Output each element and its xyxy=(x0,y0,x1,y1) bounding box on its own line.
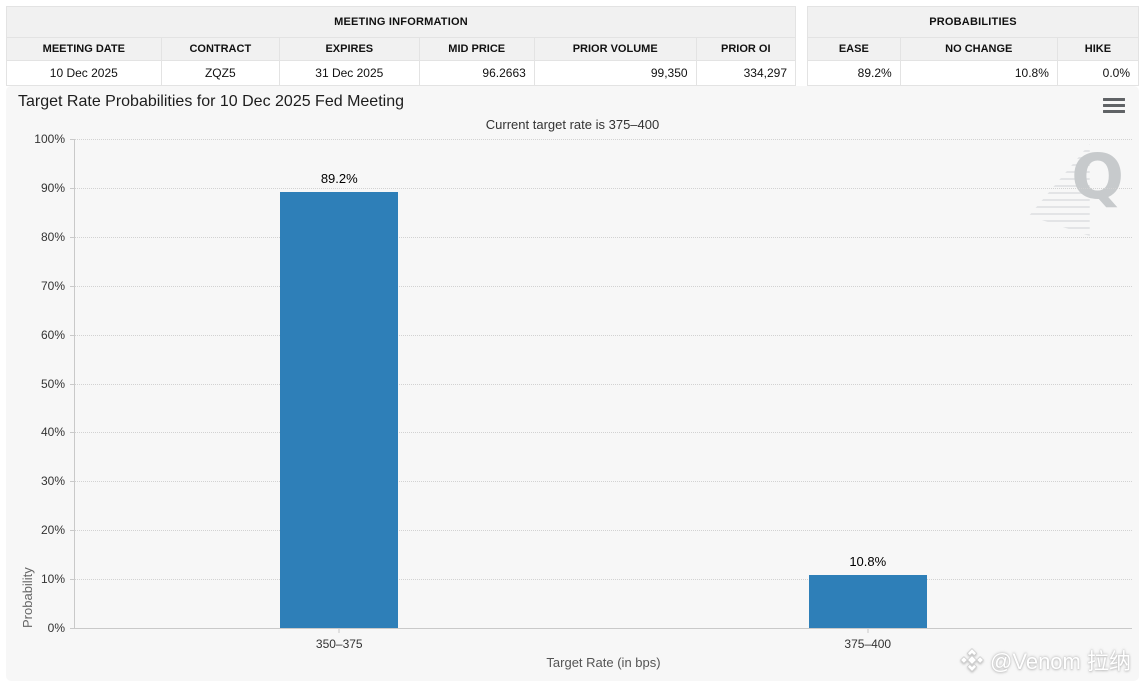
gridline-30 xyxy=(75,481,1132,483)
gridline-80 xyxy=(75,236,1132,238)
col-header-prior-volume: PRIOR VOLUME xyxy=(533,37,697,61)
y-tick-label: 70% xyxy=(40,278,65,293)
chart-title: Target Rate Probabilities for 10 Dec 202… xyxy=(18,93,404,110)
y-axis-title: Probability xyxy=(20,567,35,628)
y-tick-mark xyxy=(70,628,75,629)
gridline-50 xyxy=(75,383,1132,385)
gridline-100 xyxy=(75,139,1132,140)
y-tick-mark xyxy=(70,139,75,140)
x-tick-label: 350–375 xyxy=(315,637,363,651)
y-tick-mark xyxy=(70,481,75,483)
prior-volume-value: 99,350 xyxy=(533,60,697,86)
table-row: 89.2% 10.8% 0.0% xyxy=(807,60,1140,86)
y-tick-mark xyxy=(70,187,75,189)
chart-subtitle: Current target rate is 375–400 xyxy=(485,117,660,132)
gridline-60 xyxy=(75,334,1132,336)
col-header-ease: EASE xyxy=(807,37,901,61)
y-tick-label: 0% xyxy=(47,621,65,635)
table-row: 10 Dec 2025 ZQZ5 31 Dec 2025 96.2663 99,… xyxy=(6,60,797,86)
probabilities-table: PROBABILITIES EASE NO CHANGE HIKE 89.2% … xyxy=(807,6,1140,86)
y-tick-label: 100% xyxy=(34,132,65,146)
y-tick-label: 40% xyxy=(40,425,65,440)
hamburger-menu-icon[interactable] xyxy=(1102,95,1126,115)
y-tick-label: 60% xyxy=(40,327,65,342)
y-tick-mark xyxy=(70,236,75,238)
bar-value-label: 10.8% xyxy=(849,554,887,570)
summary-tables-row: MEETING INFORMATION MEETING DATE CONTRAC… xyxy=(0,0,1145,86)
y-tick-label: 90% xyxy=(40,180,65,195)
y-tick-mark xyxy=(70,334,75,336)
y-tick-label: 20% xyxy=(40,523,65,538)
y-tick-label: 50% xyxy=(40,376,65,391)
meeting-information-title: MEETING INFORMATION xyxy=(6,6,796,38)
gridline-90 xyxy=(75,187,1132,189)
col-header-prior-oi: PRIOR OI xyxy=(695,37,797,61)
no-change-value: 10.8% xyxy=(899,60,1058,86)
fedwatch-chart-card: Target Rate Probabilities for 10 Dec 202… xyxy=(6,86,1139,681)
bar-350-375[interactable]: 89.2% xyxy=(280,171,399,628)
y-tick-label: 10% xyxy=(40,572,65,587)
plot-area: Probability Target Rate (in bps) 0% 10% 20… xyxy=(20,132,1132,670)
y-tick-mark xyxy=(70,432,75,434)
col-header-mid-price: MID PRICE xyxy=(418,37,535,61)
col-header-hike: HIKE xyxy=(1056,37,1140,61)
y-tick-label: 80% xyxy=(40,229,65,244)
y-tick-mark xyxy=(70,383,75,385)
y-tick-mark xyxy=(70,530,75,532)
meeting-information-table: MEETING INFORMATION MEETING DATE CONTRAC… xyxy=(6,6,797,86)
y-tick-mark xyxy=(70,285,75,287)
gridline-10 xyxy=(75,579,1132,581)
mid-price-value: 96.2663 xyxy=(418,60,535,86)
contract-value: ZQZ5 xyxy=(160,60,280,86)
credit-watermark-text: @Venom 拉纳 xyxy=(990,649,1131,674)
gridline-70 xyxy=(75,285,1132,287)
expires-value: 31 Dec 2025 xyxy=(278,60,420,86)
x-tick-label: 375–400 xyxy=(844,637,892,651)
bar-375-400[interactable]: 10.8% xyxy=(808,554,927,628)
gridline-20 xyxy=(75,530,1132,532)
ease-value: 89.2% xyxy=(807,60,901,86)
probabilities-title: PROBABILITIES xyxy=(807,6,1139,38)
prior-oi-value: 334,297 xyxy=(695,60,797,86)
gridline-40 xyxy=(75,432,1132,434)
x-axis-title: Target Rate (in bps) xyxy=(546,655,661,670)
col-header-expires: EXPIRES xyxy=(278,37,420,61)
x-tick-mark xyxy=(338,628,340,633)
diamond-logo-icon xyxy=(960,648,985,672)
hike-value: 0.0% xyxy=(1056,60,1140,86)
credit-watermark: @Venom 拉纳 xyxy=(959,644,1131,676)
bar-value-label: 89.2% xyxy=(320,170,358,186)
col-header-contract: CONTRACT xyxy=(160,37,280,61)
col-header-no-change: NO CHANGE xyxy=(899,37,1058,61)
x-tick-mark xyxy=(867,628,869,633)
y-tick-mark xyxy=(70,579,75,581)
y-tick-label: 30% xyxy=(40,474,65,489)
col-header-meeting-date: MEETING DATE xyxy=(6,37,162,61)
meeting-date-value: 10 Dec 2025 xyxy=(6,60,162,86)
